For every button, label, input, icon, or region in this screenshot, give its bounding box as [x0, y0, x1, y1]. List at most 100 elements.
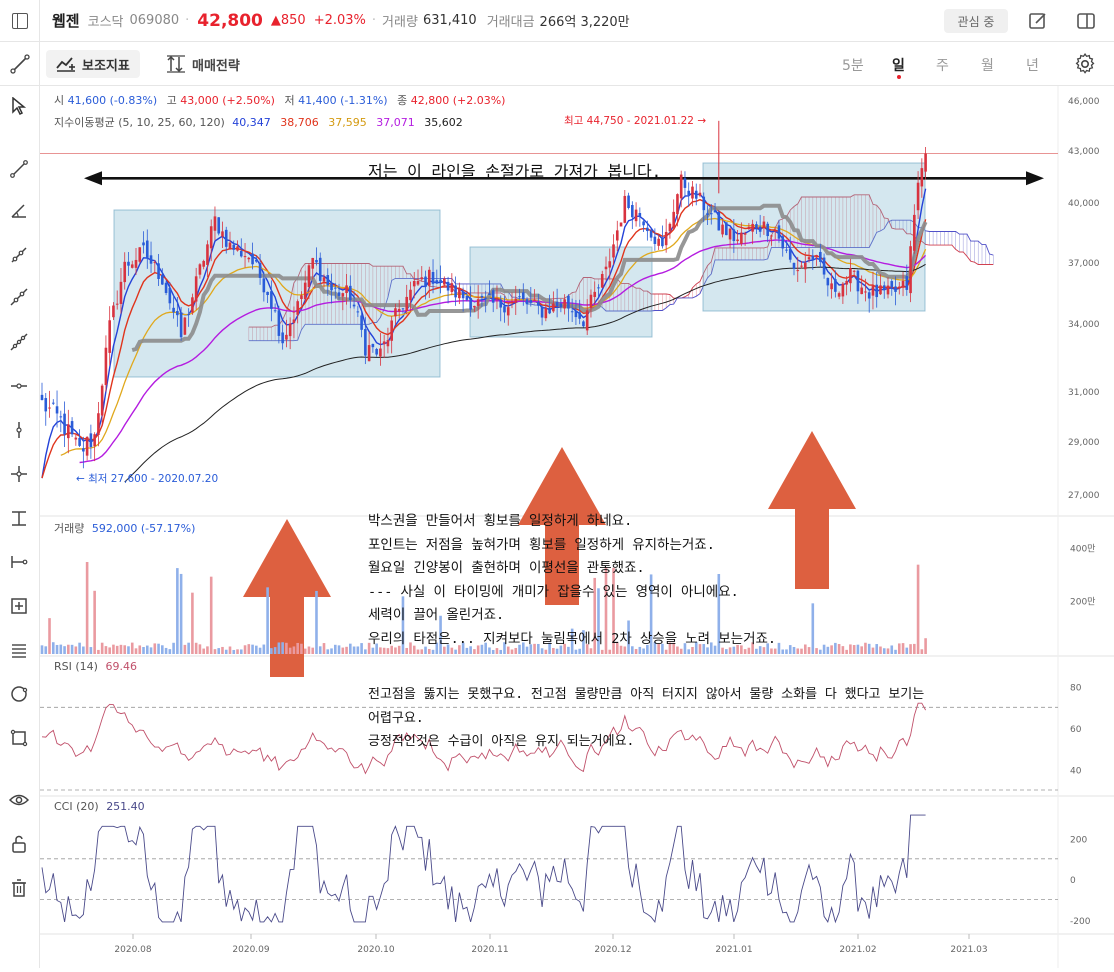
- period-month[interactable]: 월: [981, 58, 994, 74]
- ma120-value: 35,602: [424, 116, 463, 129]
- period-year[interactable]: 년: [1026, 58, 1039, 74]
- volume-bar: [322, 643, 326, 654]
- volume-bar: [544, 649, 548, 654]
- volume-bar: [130, 642, 134, 654]
- volume-bar: [115, 645, 119, 654]
- crosshair-icon: [11, 466, 27, 482]
- volume-bar: [691, 646, 694, 654]
- candle-body: [777, 225, 781, 239]
- volume-bar: [255, 645, 258, 654]
- candle-body: [615, 230, 619, 241]
- candle-body: [379, 348, 382, 357]
- volume-bar: [849, 644, 852, 654]
- candle-body: [138, 247, 142, 262]
- rectangle-shape-icon: [10, 729, 28, 747]
- angle-line-tool[interactable]: [8, 200, 30, 222]
- volume-bar: [138, 645, 142, 654]
- cci-legend: CCI (20) 251.40: [54, 800, 145, 813]
- candle-body: [63, 413, 66, 435]
- candle-body: [785, 249, 788, 251]
- period-5min[interactable]: 5분: [842, 58, 864, 74]
- chart-area[interactable]: 46,000 43,000 40,000 37,000 34,000 31,000 29,0…: [40, 86, 1114, 968]
- volume-bar: [187, 642, 190, 654]
- volume-bar: [382, 647, 386, 654]
- candle-body: [281, 332, 284, 344]
- edit-button[interactable]: [1027, 10, 1049, 32]
- candle-body: [867, 292, 871, 299]
- up-arrow-annotation: [518, 447, 606, 605]
- candle-body: [390, 320, 393, 341]
- parallel-line-tool[interactable]: [8, 331, 30, 353]
- layout-toggle-button[interactable]: [1075, 10, 1097, 32]
- volume-bar: [311, 647, 315, 654]
- visibility-toggle[interactable]: [8, 789, 30, 811]
- text-tool[interactable]: [8, 507, 30, 529]
- volume-bar: [537, 643, 540, 654]
- ma5-value: 40,347: [232, 116, 271, 129]
- lock-toggle[interactable]: [8, 833, 30, 855]
- volume-bar: [119, 644, 123, 654]
- strategy-button[interactable]: 매매전략: [162, 50, 244, 78]
- volume-bar: [405, 647, 409, 654]
- candle-body: [85, 436, 89, 456]
- circle-tool[interactable]: [8, 683, 30, 705]
- box-range-highlight: [469, 246, 653, 338]
- candle-body: [792, 262, 796, 269]
- draw-tool-button[interactable]: [0, 42, 40, 86]
- cursor-tool[interactable]: [8, 95, 30, 117]
- volume-bar: [762, 647, 766, 654]
- volume-bar: [521, 642, 525, 654]
- candle-body: [668, 223, 672, 232]
- vertical-line-tool[interactable]: [8, 419, 30, 441]
- chart-canvas[interactable]: 46,000 43,000 40,000 37,000 34,000 31,000 29,0…: [40, 86, 1114, 968]
- indicator-button[interactable]: 보조지표: [46, 50, 140, 78]
- volume-bar: [687, 649, 691, 654]
- horizontal-line-icon: [11, 383, 27, 389]
- candle-body: [469, 298, 472, 310]
- candle-body: [416, 281, 420, 285]
- horizontal-line-tool[interactable]: [8, 375, 30, 397]
- sidebar-toggle-button[interactable]: [0, 0, 40, 42]
- volume-bar: [149, 647, 153, 654]
- fibonacci-tool[interactable]: [8, 639, 30, 661]
- volume-bar: [788, 645, 792, 654]
- period-day[interactable]: 일: [892, 58, 905, 74]
- trend-line-tool[interactable]: [8, 158, 30, 180]
- ray-tool[interactable]: [8, 244, 30, 266]
- candle-body: [277, 310, 281, 336]
- crosshair-tool[interactable]: [8, 463, 30, 485]
- add-shape-tool[interactable]: [8, 595, 30, 617]
- volume-bar: [770, 648, 773, 654]
- candle-body: [567, 295, 570, 309]
- candle-body: [44, 398, 48, 412]
- volume-bar: [153, 643, 157, 654]
- extended-line-tool[interactable]: [8, 286, 30, 308]
- volume-bar: [247, 644, 251, 654]
- volume-bar: [725, 649, 728, 654]
- candle-body: [439, 279, 442, 283]
- volume-bar: [446, 644, 450, 654]
- volume-bar: [228, 646, 232, 654]
- volume-bar: [465, 647, 469, 654]
- watch-button[interactable]: 관심 중: [944, 9, 1008, 33]
- volume-bar: [337, 645, 341, 654]
- candle-body: [803, 262, 807, 270]
- volume-bar: [533, 643, 536, 654]
- settings-button[interactable]: [1074, 53, 1096, 75]
- min-price-label: ← 최저 27,600 - 2020.07.20: [76, 473, 219, 485]
- volume-bar: [642, 648, 645, 654]
- candle-body: [623, 195, 627, 223]
- period-week[interactable]: 주: [936, 58, 949, 74]
- candle-body: [288, 323, 292, 337]
- volume-bar: [702, 644, 706, 654]
- delete-drawings-button[interactable]: [8, 877, 30, 899]
- rectangle-tool[interactable]: [8, 727, 30, 749]
- candle-body: [168, 287, 172, 304]
- candle-body: [634, 209, 638, 222]
- stop-loss-arrow-right: [1026, 171, 1044, 186]
- candle-body: [412, 280, 416, 287]
- measure-tool[interactable]: [8, 551, 30, 573]
- volume-bar: [495, 648, 499, 654]
- rsi-line: [41, 702, 926, 775]
- candle-body: [646, 227, 649, 232]
